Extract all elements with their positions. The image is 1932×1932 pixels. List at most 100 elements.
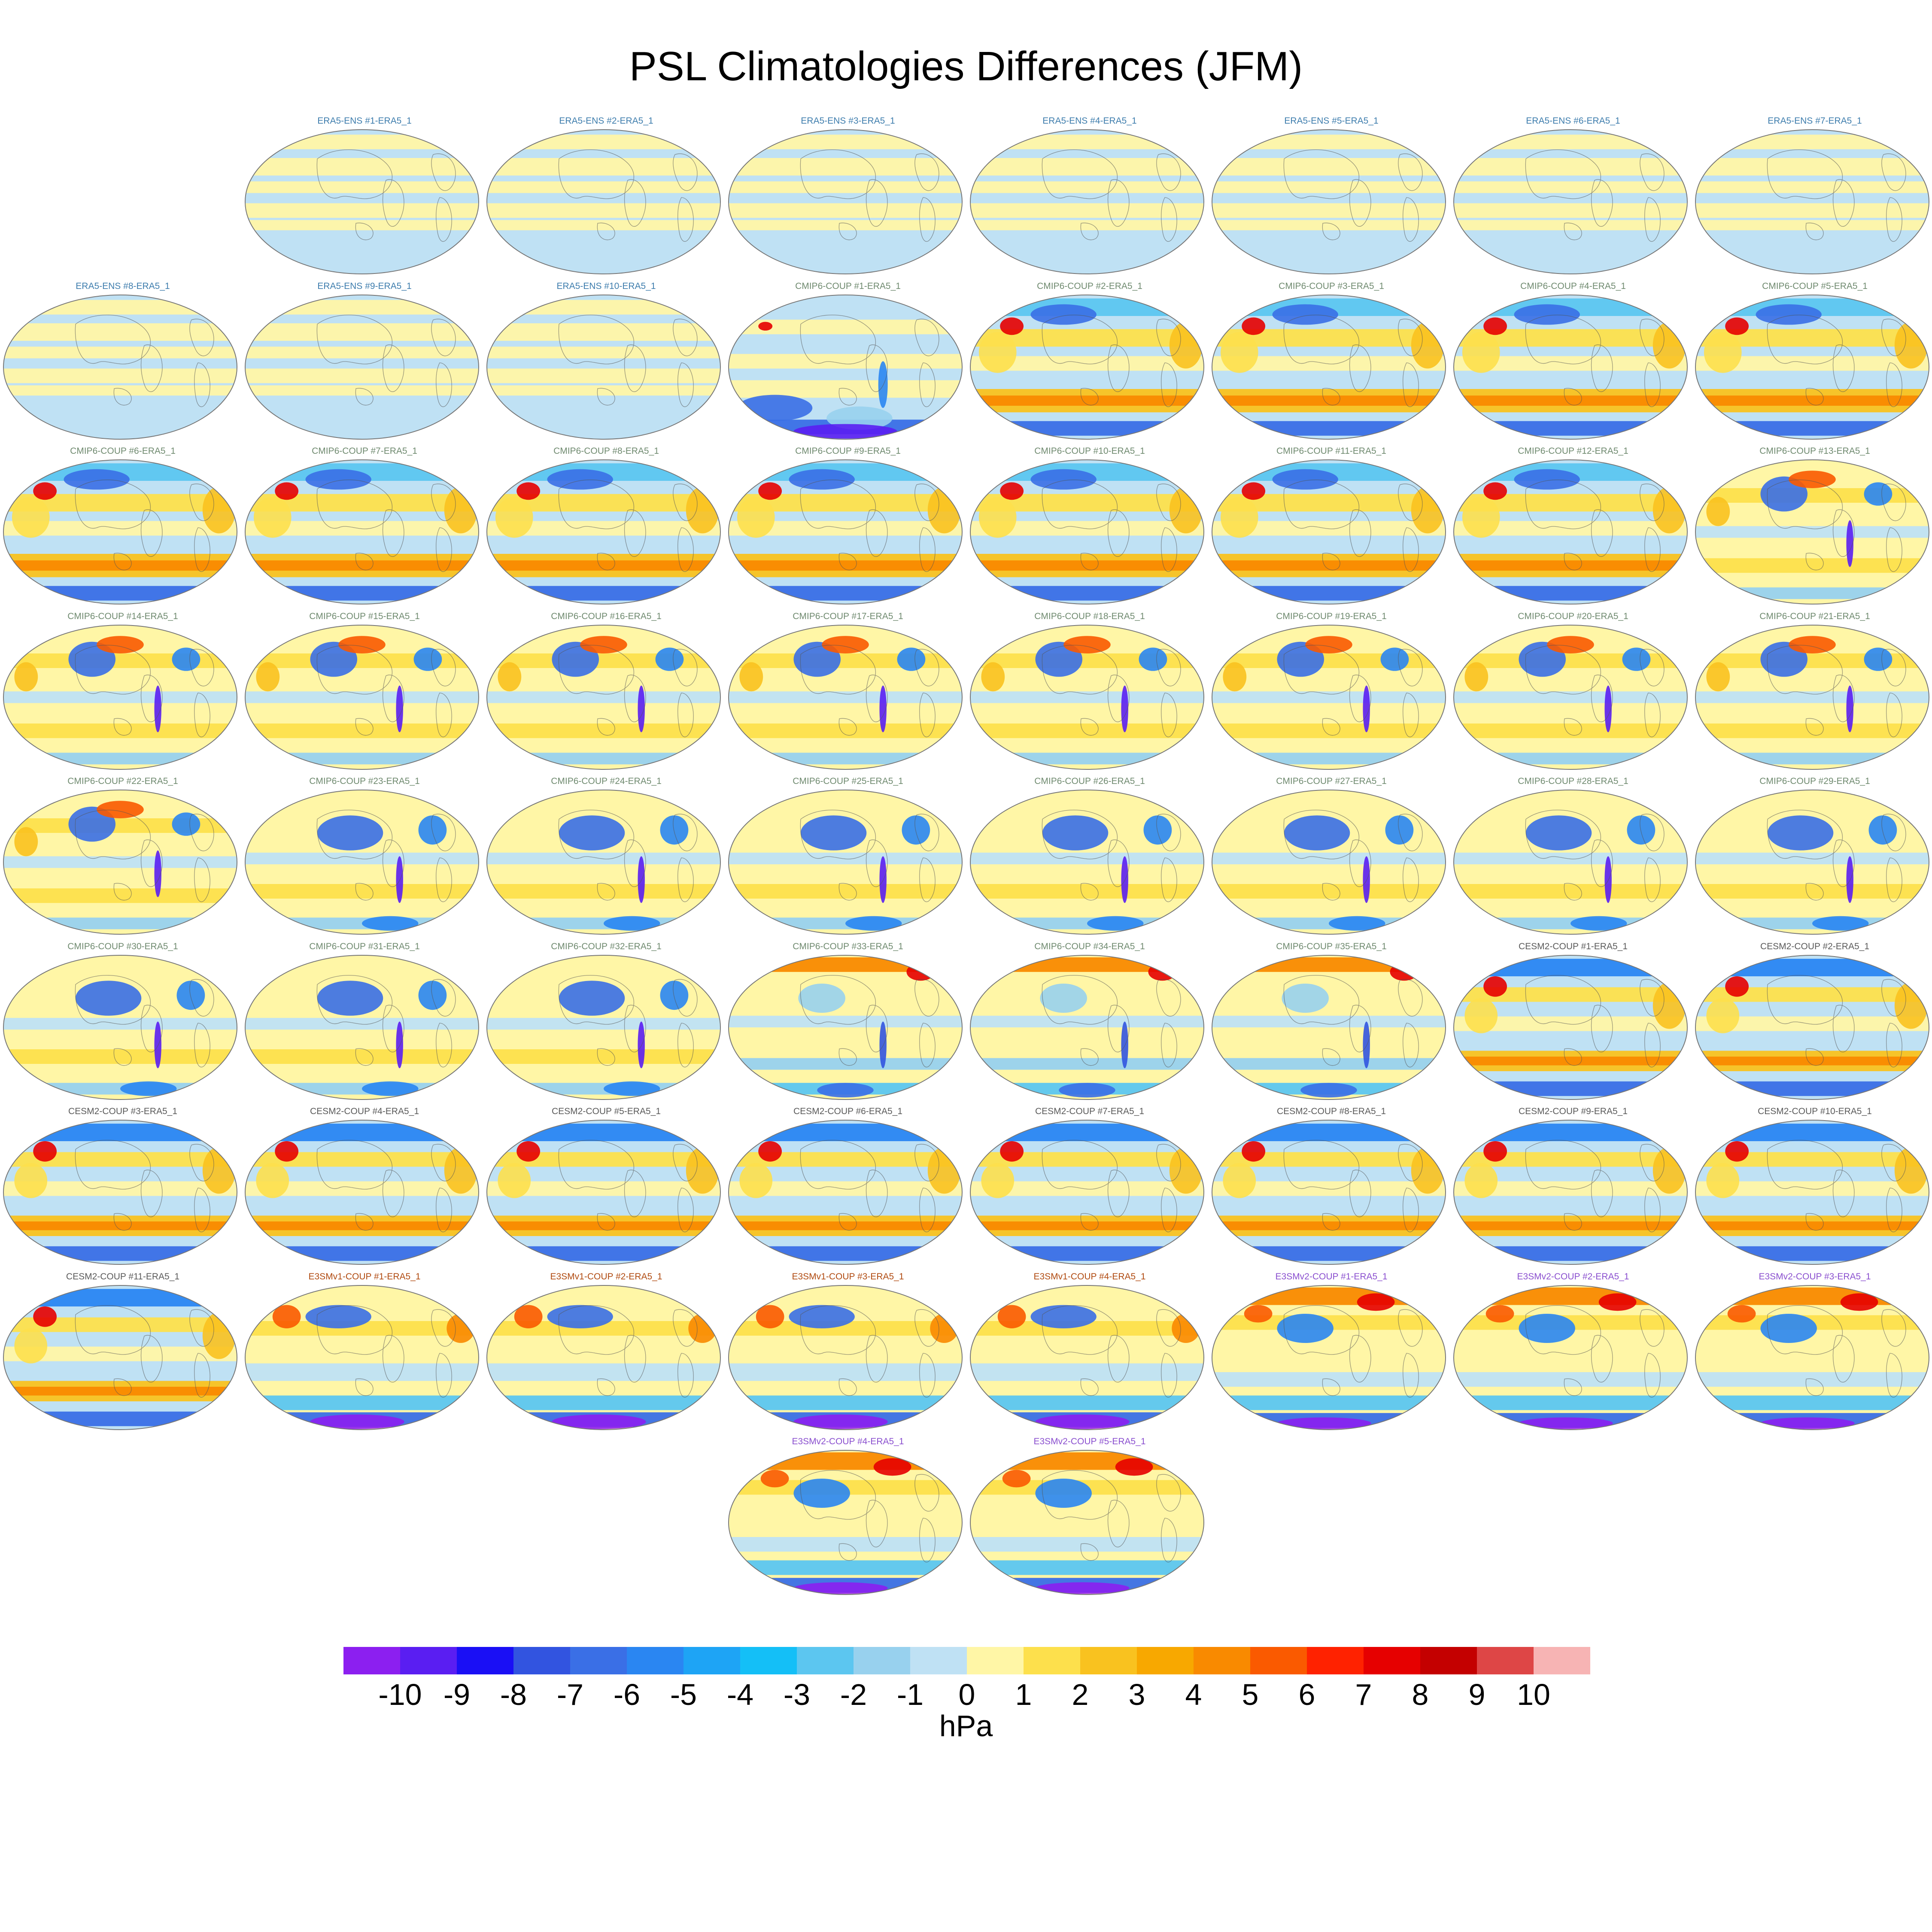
contour-band: [245, 220, 479, 231]
contour-blob: [64, 469, 130, 490]
contour-blob: [495, 497, 533, 538]
contour-band: [970, 1395, 1204, 1410]
map-panel: CMIP6-COUP #22-ERA5_1: [3, 776, 243, 942]
contour-blob: [1030, 1305, 1097, 1328]
panel-title: CMIP6-COUP #19-ERA5_1: [1276, 611, 1387, 621]
contour-band: [1212, 586, 1446, 601]
contour-blob: [739, 1163, 773, 1198]
colorbar-segment: [627, 1647, 684, 1674]
panel-title: E3SMv1-COUP #3-ERA5_1: [792, 1271, 904, 1282]
contour-band: [970, 1363, 1204, 1381]
contour-band: [1695, 723, 1929, 738]
coastline: [1525, 480, 1665, 572]
contour-blob: [845, 916, 902, 931]
map-panel: CESM2-COUP #5-ERA5_1: [486, 1106, 726, 1272]
contour-band: [487, 752, 720, 764]
map-svg: [486, 1285, 721, 1430]
map-panel: CESM2-COUP #11-ERA5_1: [3, 1272, 243, 1437]
contour-band: [729, 220, 962, 231]
contour-band: [245, 1363, 479, 1381]
map-panel: CMIP6-COUP #12-ERA5_1: [1453, 446, 1693, 612]
map-panel: E3SMv2-COUP #5-ERA5_1: [969, 1437, 1210, 1602]
panel-title: ERA5-ENS #1-ERA5_1: [317, 116, 412, 126]
contour-blob: [1483, 482, 1507, 500]
map-outline: [1212, 1285, 1446, 1430]
contour-blob: [1846, 856, 1853, 903]
map-panel: CMIP6-COUP #25-ERA5_1: [728, 776, 968, 942]
contour-band: [1212, 1015, 1446, 1027]
panel-title: E3SMv2-COUP #3-ERA5_1: [1759, 1271, 1871, 1282]
contour-band: [1454, 1372, 1687, 1387]
contour-blob: [305, 1305, 371, 1328]
map-outline: [3, 624, 237, 770]
coastline: [1042, 1470, 1181, 1562]
contour-blob: [1059, 1082, 1115, 1097]
contour-blob: [305, 469, 371, 490]
colorbar-segment: [570, 1647, 627, 1674]
contour-band: [1695, 1056, 1929, 1065]
contour-band: [1454, 723, 1687, 738]
contour-blob: [1789, 635, 1836, 653]
contour-band: [245, 346, 479, 358]
map-outline: [245, 459, 479, 605]
contour-band: [1212, 852, 1446, 865]
contour-band: [1212, 158, 1446, 176]
map-svg: [245, 1285, 479, 1430]
contour-band: [487, 1363, 720, 1381]
contour-band: [1212, 1246, 1446, 1261]
contour-blob: [418, 980, 447, 1010]
map-svg: [728, 954, 963, 1100]
contour-blob: [559, 815, 625, 851]
map-panel: CMIP6-COUP #24-ERA5_1: [486, 776, 726, 942]
contour-band: [487, 884, 720, 899]
contour-band: [1212, 203, 1446, 218]
colorbar-tick-label: -2: [840, 1678, 867, 1711]
coastline: [75, 975, 214, 1067]
contour-band: [3, 752, 237, 764]
coastline: [1525, 975, 1665, 1067]
contour-blob: [1284, 815, 1350, 851]
contour-band: [1695, 526, 1929, 538]
contour-band: [1212, 723, 1446, 738]
contour-band: [1212, 1057, 1446, 1070]
contour-band: [729, 203, 962, 218]
contour-band: [729, 560, 962, 571]
contour-band: [487, 220, 720, 231]
map-panel: CMIP6-COUP #28-ERA5_1: [1453, 776, 1693, 942]
panel-title: CESM2-COUP #10-ERA5_1: [1758, 1106, 1872, 1116]
contour-blob: [1547, 635, 1594, 653]
map-svg: [728, 129, 963, 274]
contour-band: [1695, 1081, 1929, 1096]
contour-blob: [978, 497, 1017, 538]
contour-blob: [760, 1470, 789, 1488]
panel-title: CMIP6-COUP #3-ERA5_1: [1279, 281, 1384, 291]
contour-blob: [1864, 482, 1893, 506]
panel-title: CESM2-COUP #4-ERA5_1: [310, 1106, 419, 1116]
map-svg: [1453, 294, 1688, 440]
map-panel: CMIP6-COUP #3-ERA5_1: [1211, 281, 1452, 447]
contour-band: [3, 723, 237, 738]
coastline: [75, 810, 214, 902]
map-outline: [245, 1120, 479, 1265]
contour-blob: [253, 497, 292, 538]
contour-band: [970, 653, 1204, 668]
contour-blob: [1329, 916, 1385, 931]
map-svg: [3, 954, 237, 1100]
contour-band: [729, 653, 962, 668]
contour-blob: [154, 850, 161, 897]
map-svg: [3, 790, 237, 935]
contour-band: [3, 1082, 237, 1094]
contour-blob: [1363, 685, 1370, 732]
contour-blob: [1627, 815, 1656, 845]
contour-band: [1695, 691, 1929, 703]
contour-band: [1212, 1124, 1446, 1141]
map-outline: [486, 954, 721, 1100]
panel-title: CMIP6-COUP #8-ERA5_1: [553, 446, 659, 456]
contour-blob: [559, 980, 625, 1016]
map-panel: CESM2-COUP #10-ERA5_1: [1695, 1106, 1932, 1272]
contour-band: [970, 220, 1204, 231]
contour-blob: [154, 685, 161, 732]
contour-band: [970, 917, 1204, 930]
figure-title: PSL Climatologies Differences (JFM): [629, 43, 1303, 89]
coastline: [1042, 975, 1181, 1067]
